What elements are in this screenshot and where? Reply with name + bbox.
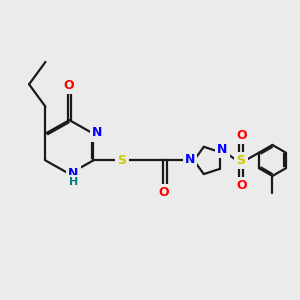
- Text: S: S: [117, 154, 126, 167]
- Text: N: N: [68, 167, 79, 180]
- Text: H: H: [69, 177, 78, 187]
- Text: N: N: [92, 127, 103, 140]
- Text: O: O: [236, 129, 247, 142]
- Text: N: N: [217, 142, 227, 155]
- Text: N: N: [185, 153, 195, 167]
- Text: O: O: [64, 79, 74, 92]
- Text: S: S: [237, 154, 246, 167]
- Text: O: O: [158, 186, 169, 199]
- Text: O: O: [236, 179, 247, 192]
